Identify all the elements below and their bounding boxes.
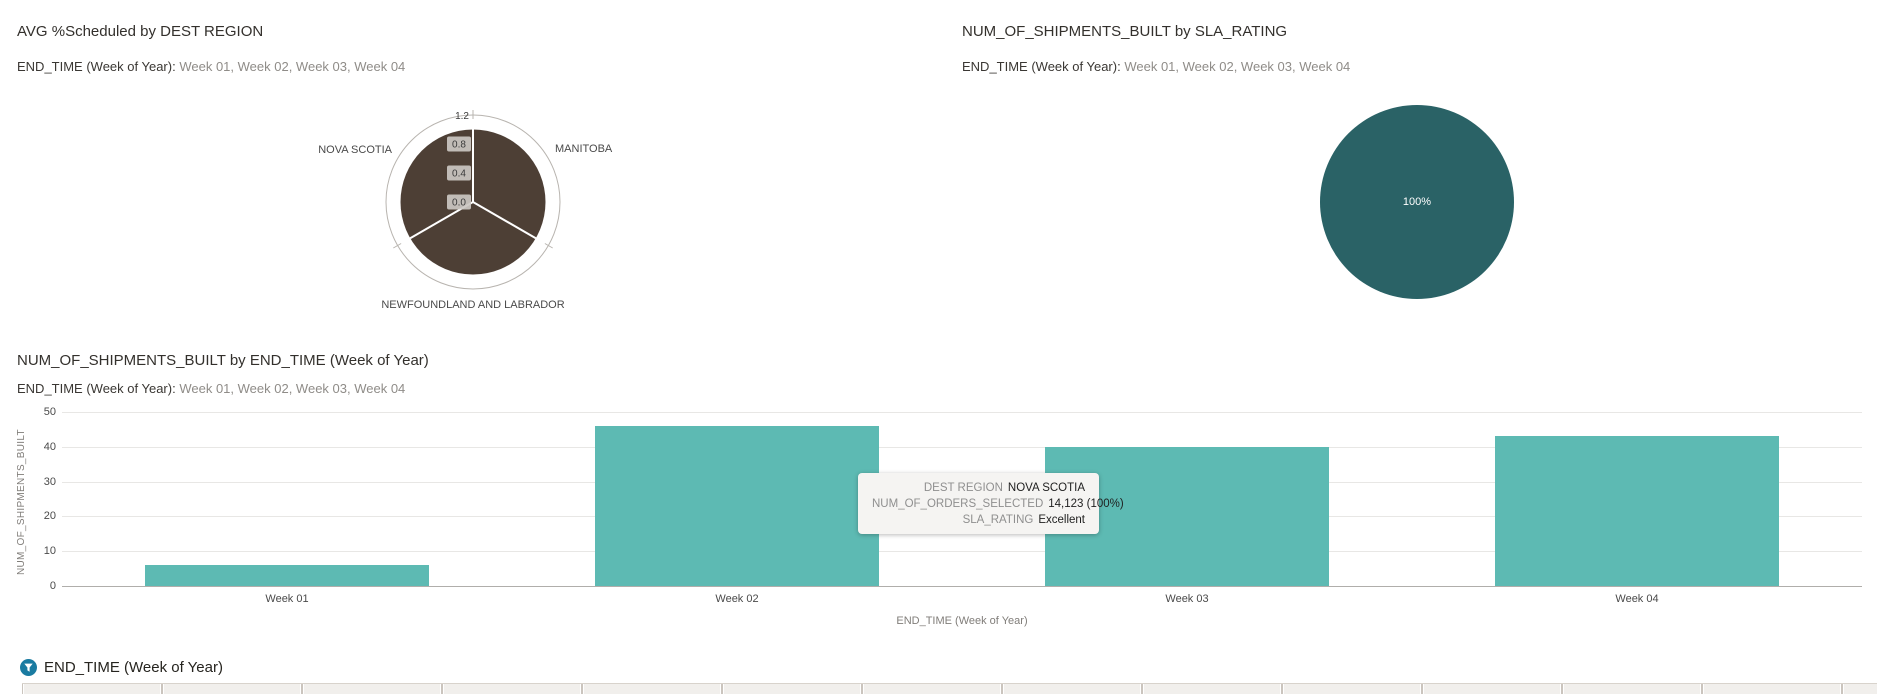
x-category-label: Week 01: [265, 593, 309, 605]
subtitle-filter-values: Week 01, Week 02, Week 03, Week 04: [179, 381, 406, 396]
y-tick-label: 0: [49, 580, 56, 592]
x-category-label: Week 03: [1165, 593, 1209, 605]
data-tooltip: DEST REGION NOVA SCOTIA NUM_OF_ORDERS_SELE…: [858, 473, 1124, 534]
radial-axis-labels: 0.0 0.4 0.8 1.2: [447, 111, 471, 210]
subtitle-filter-name: END_TIME (Week of Year):: [17, 59, 176, 74]
radial-tick-0: 0.0: [452, 198, 466, 209]
x-axis-title: END_TIME (Week of Year): [896, 615, 1028, 627]
gridline: [62, 551, 1862, 553]
tooltip-row: NUM_OF_ORDERS_SELECTED 14,123 (100%): [872, 497, 1124, 511]
pie-slice-label: 100%: [1402, 196, 1432, 208]
bar-plot-area: 50 40 30 20 10 0 Week 01 Week 02 Week 03 Week 04: [0, 330, 1887, 640]
y-axis-title: NUM_OF_SHIPMENTS_BUILT: [16, 429, 27, 575]
chart-avg-scheduled: AVG %Scheduled by DEST REGION END_TIME (…: [0, 0, 945, 330]
radial-sectors[interactable]: [400, 129, 546, 275]
subtitle-filter-name: END_TIME (Week of Year):: [962, 59, 1121, 74]
radial-label-nova-scotia: NOVA SCOTIA: [318, 144, 392, 156]
tooltip-value: 14,123 (100%): [1048, 497, 1124, 510]
chart-avg-scheduled-title: AVG %Scheduled by DEST REGION: [17, 23, 264, 40]
gridline: [62, 446, 1862, 448]
y-tick-label: 30: [43, 475, 56, 488]
pie-slice-excellent[interactable]: [1320, 105, 1514, 299]
radial-chart-canvas[interactable]: 0.0 0.4 0.8 1.2: [363, 92, 583, 318]
tooltip-value: Excellent: [1038, 513, 1085, 526]
chart-sla-rating: NUM_OF_SHIPMENTS_BUILT by SLA_RATING END…: [945, 0, 1887, 330]
chart-sla-rating-subtitle: END_TIME (Week of Year): Week 01, Week 0…: [962, 59, 1350, 74]
tooltip-label: NUM_OF_ORDERS_SELECTED: [872, 497, 1044, 510]
y-tick-label: 20: [43, 510, 56, 523]
radial-boundary-ticks: [393, 110, 553, 249]
tooltip-label: DEST REGION: [923, 481, 1003, 494]
chart-shipments-subtitle: END_TIME (Week of Year): Week 01, Week 0…: [17, 381, 405, 396]
tooltip-row: SLA_RATING Excellent: [872, 513, 1085, 527]
chart-shipments-title: NUM_OF_SHIPMENTS_BUILT by END_TIME (Week…: [17, 352, 429, 369]
x-category-label: Week 02: [715, 593, 759, 605]
filter-section-header[interactable]: END_TIME (Week of Year): [20, 659, 223, 676]
tooltip-value: NOVA SCOTIA: [1007, 481, 1085, 494]
filter-funnel-icon: [20, 659, 37, 676]
radial-label-newfoundland: NEWFOUNDLAND AND LABRADOR: [381, 299, 565, 311]
y-tick-label: 40: [43, 440, 56, 453]
radial-tick-04: 0.4: [452, 169, 466, 180]
chart-avg-scheduled-subtitle: END_TIME (Week of Year): Week 01, Week 0…: [17, 59, 405, 74]
y-tick-label: 10: [43, 545, 56, 558]
x-axis-line: [62, 586, 1862, 587]
chart-shipments-by-week: NUM_OF_SHIPMENTS_BUILT by END_TIME (Week…: [0, 330, 1887, 640]
x-category-label: Week 04: [1615, 593, 1659, 605]
subtitle-filter-values: Week 01, Week 02, Week 03, Week 04: [179, 59, 406, 74]
radial-label-manitoba: MANITOBA: [555, 143, 613, 155]
filter-section-label: END_TIME (Week of Year): [44, 659, 223, 676]
y-tick-label: 50: [43, 406, 56, 418]
subtitle-filter-name: END_TIME (Week of Year):: [17, 381, 176, 396]
gridline: [62, 412, 1862, 413]
radial-tick-12: 1.2: [455, 111, 469, 122]
tooltip-label: SLA_RATING: [962, 513, 1034, 526]
week-selector-strip[interactable]: [22, 683, 1877, 694]
tooltip-row: DEST REGION NOVA SCOTIA: [872, 481, 1085, 495]
bar-week-04[interactable]: [1495, 436, 1779, 586]
bar-week-02[interactable]: [595, 425, 879, 586]
subtitle-filter-values: Week 01, Week 02, Week 03, Week 04: [1124, 59, 1351, 74]
chart-sla-rating-title: NUM_OF_SHIPMENTS_BUILT by SLA_RATING: [962, 23, 1288, 40]
bar-week-01[interactable]: [145, 565, 429, 586]
radial-tick-08: 0.8: [452, 140, 466, 151]
